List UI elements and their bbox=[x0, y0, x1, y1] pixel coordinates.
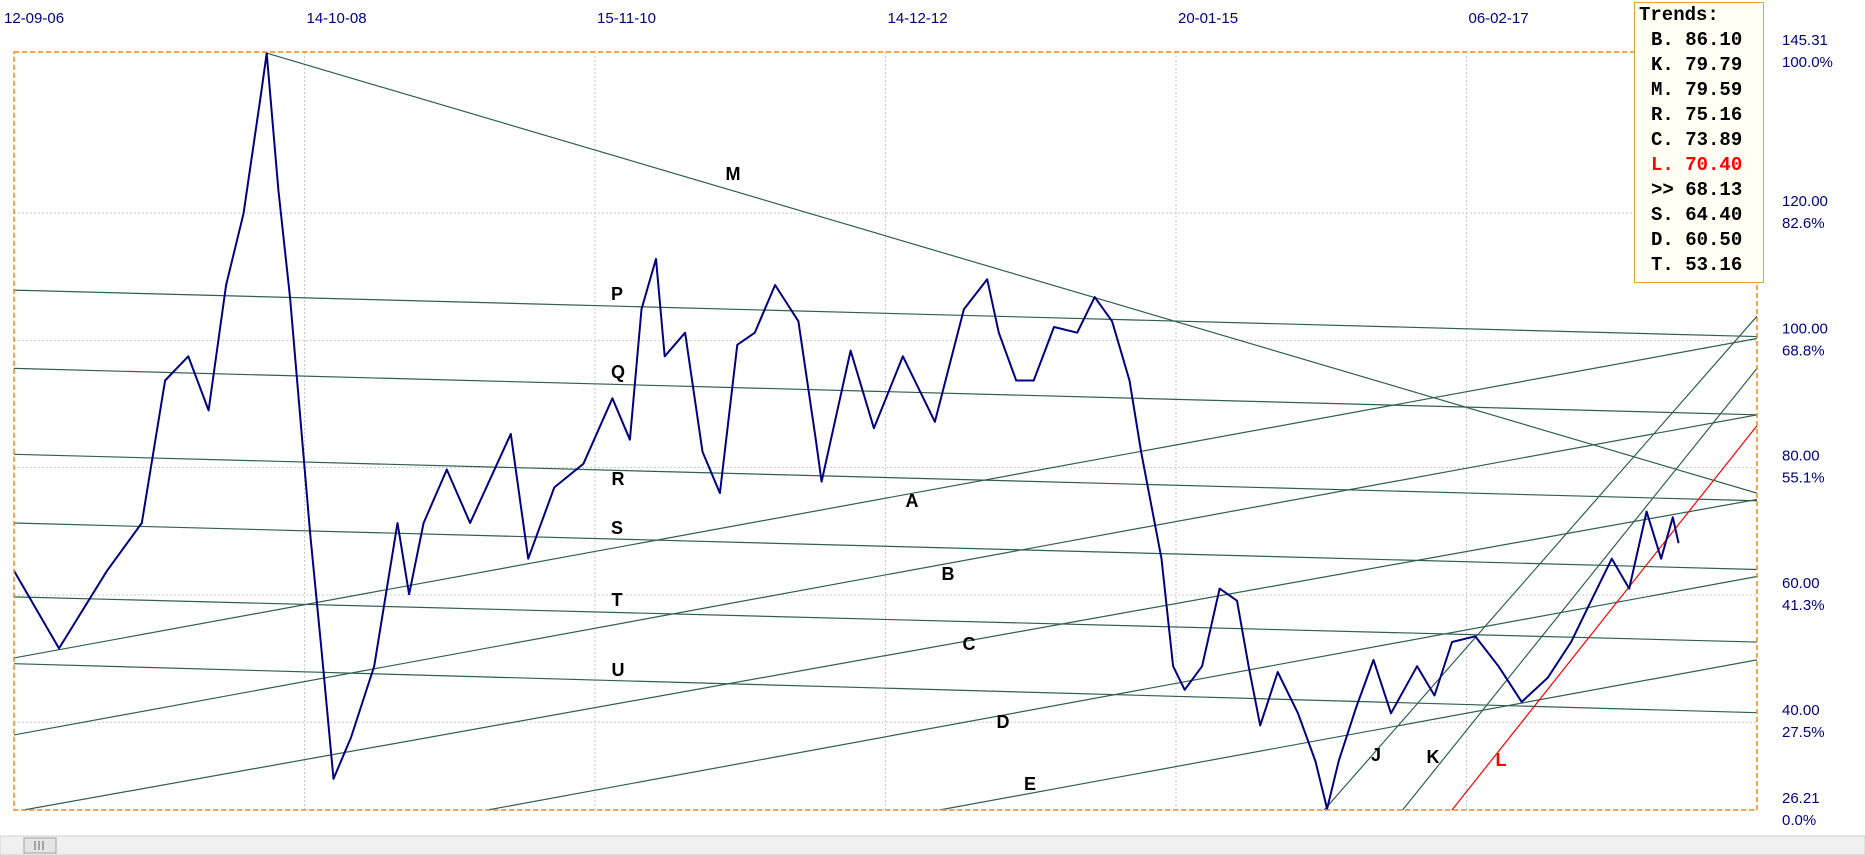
price-series bbox=[14, 52, 1680, 810]
plot-border bbox=[13, 51, 1758, 811]
trend-value: 75.16 bbox=[1685, 104, 1743, 126]
trendline bbox=[487, 575, 1757, 810]
trendline-label: Q bbox=[611, 362, 625, 382]
trendline bbox=[267, 52, 1757, 494]
trend-row: D. 60.50 bbox=[1635, 228, 1763, 253]
trend-row: M. 79.59 bbox=[1635, 78, 1763, 103]
y-tick-percent: 0.0% bbox=[1782, 812, 1816, 829]
trend-value: 86.10 bbox=[1685, 29, 1743, 51]
trend-row: >> 68.13 bbox=[1635, 178, 1763, 203]
trendline bbox=[1323, 315, 1757, 810]
trendline-label: J bbox=[1371, 745, 1381, 765]
trendline bbox=[14, 522, 1757, 571]
trend-row: C. 73.89 bbox=[1635, 128, 1763, 153]
trendline bbox=[939, 659, 1757, 810]
trends-title: Trends: bbox=[1639, 4, 1719, 26]
y-tick-label: 26.21 bbox=[1782, 790, 1820, 807]
trendline-label: P bbox=[611, 284, 623, 304]
trendline-label: E bbox=[1024, 774, 1036, 794]
trendline-label: C bbox=[963, 634, 976, 654]
trendline bbox=[1451, 425, 1757, 810]
trendline bbox=[14, 337, 1757, 659]
trendline-label: T bbox=[612, 590, 623, 610]
trend-row: L. 70.40 bbox=[1635, 153, 1763, 178]
trend-value: 73.89 bbox=[1685, 129, 1743, 151]
trendline-label: K bbox=[1427, 747, 1440, 767]
trendline-label: L bbox=[1496, 750, 1507, 770]
trend-value: 68.13 bbox=[1685, 179, 1743, 201]
y-tick-percent: 82.6% bbox=[1782, 215, 1825, 232]
trend-value: 64.40 bbox=[1685, 204, 1743, 226]
trend-value: 70.40 bbox=[1685, 154, 1743, 176]
x-tick-label: 14-12-12 bbox=[888, 10, 948, 27]
trendline-label: R bbox=[612, 469, 625, 489]
trendline bbox=[14, 289, 1757, 338]
x-tick-label: 15-11-10 bbox=[597, 10, 656, 27]
trend-key: K. bbox=[1651, 54, 1674, 76]
x-tick-label: 20-01-15 bbox=[1178, 10, 1238, 27]
trend-value: 60.50 bbox=[1685, 229, 1743, 251]
trendline bbox=[23, 498, 1757, 810]
y-tick-label: 80.00 bbox=[1782, 448, 1820, 465]
y-tick-label: 60.00 bbox=[1782, 575, 1820, 592]
y-tick-percent: 68.8% bbox=[1782, 342, 1825, 359]
trend-value: 53.16 bbox=[1685, 254, 1743, 276]
trend-row: R. 75.16 bbox=[1635, 103, 1763, 128]
trend-key: T. bbox=[1651, 254, 1674, 276]
trends-box: Trends: B. 86.10 K. 79.79 M. 79.59 R. 75.16… bbox=[1634, 2, 1764, 283]
trend-row: B. 86.10 bbox=[1635, 28, 1763, 53]
trend-key: S. bbox=[1651, 204, 1674, 226]
trendline-label: M bbox=[726, 164, 741, 184]
trendline-label: B bbox=[942, 564, 955, 584]
trendline-label: U bbox=[612, 660, 625, 680]
trend-value: 79.59 bbox=[1685, 79, 1743, 101]
x-tick-label: 14-10-08 bbox=[307, 10, 367, 27]
price-line bbox=[14, 52, 1680, 810]
trend-key: >> bbox=[1651, 179, 1674, 201]
trend-row: T. 53.16 bbox=[1635, 253, 1763, 278]
y-tick-percent: 55.1% bbox=[1782, 470, 1825, 487]
y-tick-percent: 100.0% bbox=[1782, 54, 1833, 71]
labels: 12-09-06 14-10-08 15-11-10 14-12-12 20-01-15… bbox=[4, 10, 1833, 829]
y-tick-percent: 27.5% bbox=[1782, 724, 1825, 741]
y-tick-label: 40.00 bbox=[1782, 702, 1820, 719]
trend-key: D. bbox=[1651, 229, 1674, 251]
trendline bbox=[1402, 367, 1757, 810]
x-tick-label: 12-09-06 bbox=[4, 10, 64, 27]
scroll-thumb[interactable] bbox=[23, 837, 57, 854]
trend-value: 79.79 bbox=[1685, 54, 1743, 76]
trendline bbox=[14, 367, 1757, 416]
trendline-label: D bbox=[997, 712, 1010, 732]
scroll-track[interactable] bbox=[0, 835, 1865, 855]
trendline-label: A bbox=[906, 491, 919, 511]
trendline-label: S bbox=[611, 518, 623, 538]
scrollbar[interactable] bbox=[0, 835, 1865, 855]
trend-key: M. bbox=[1651, 79, 1674, 101]
y-tick-label: 145.31 bbox=[1782, 32, 1828, 49]
trend-key: C. bbox=[1651, 129, 1674, 151]
y-tick-label: 100.00 bbox=[1782, 320, 1828, 337]
trend-key: L. bbox=[1651, 154, 1674, 176]
trendline bbox=[14, 596, 1757, 643]
y-tick-percent: 41.3% bbox=[1782, 597, 1825, 614]
x-tick-label: 06-02-17 bbox=[1469, 10, 1529, 27]
trend-row: K. 79.79 bbox=[1635, 53, 1763, 78]
trend-key: B. bbox=[1651, 29, 1674, 51]
y-tick-label: 120.00 bbox=[1782, 193, 1828, 210]
trend-key: R. bbox=[1651, 104, 1674, 126]
trendline bbox=[14, 663, 1757, 714]
trend-row: S. 64.40 bbox=[1635, 203, 1763, 228]
trendline bbox=[14, 414, 1757, 736]
